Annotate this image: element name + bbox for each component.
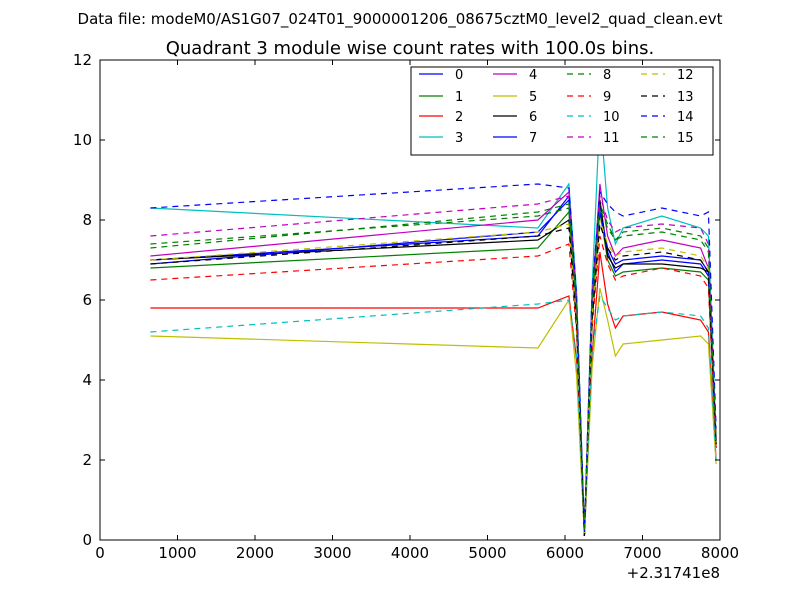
legend-label-3: 3 [455, 131, 463, 146]
tick-layer: 0 1000 2000 3000 4000 5000 6000 7000 80000246810… [73, 51, 739, 562]
legend-label-2: 2 [455, 110, 463, 125]
series-line-2 [150, 251, 717, 537]
y-tick-label: 6 [82, 291, 92, 309]
x-tick-label: 8000 [701, 544, 739, 562]
x-tick-label: 3000 [313, 544, 351, 562]
legend-label-13: 13 [677, 90, 694, 105]
y-tick-label: 8 [82, 211, 92, 229]
series-line-10 [150, 294, 717, 537]
x-tick-label: 0 [95, 544, 105, 562]
legend-label-1: 1 [455, 90, 463, 105]
x-tick-label: 7000 [623, 544, 661, 562]
legend-label-4: 4 [529, 68, 537, 83]
legend-label-6: 6 [529, 110, 537, 125]
x-offset-label: +2.31741e8 [627, 564, 720, 582]
suptitle: Data file: modeM0/AS1G07_024T01_90000012… [78, 10, 723, 29]
legend-label-9: 9 [603, 90, 611, 105]
legend-label-8: 8 [603, 68, 611, 83]
legend-label-0: 0 [455, 68, 463, 83]
legend-label-12: 12 [677, 68, 694, 83]
chart-title: Quadrant 3 module wise count rates with … [166, 38, 655, 59]
legend-label-14: 14 [677, 110, 694, 125]
y-tick-label: 0 [82, 531, 92, 549]
series-line-9 [150, 235, 717, 537]
y-tick-label: 12 [73, 51, 92, 69]
y-tick-label: 4 [82, 371, 92, 389]
x-tick-label: 4000 [391, 544, 429, 562]
legend-label-11: 11 [603, 131, 620, 146]
legend-label-7: 7 [529, 131, 537, 146]
legend-label-5: 5 [529, 90, 537, 105]
series-line-12 [150, 219, 717, 537]
series-line-8 [150, 203, 717, 533]
series-line-14 [150, 183, 717, 533]
series-layer [150, 111, 717, 537]
legend-label-15: 15 [677, 131, 694, 146]
series-line-11 [150, 195, 717, 533]
legend-frame [410, 66, 714, 156]
x-tick-label: 6000 [546, 544, 584, 562]
x-tick-label: 1000 [158, 544, 196, 562]
x-tick-label: 5000 [468, 544, 506, 562]
y-tick-label: 10 [73, 131, 92, 149]
y-tick-label: 2 [82, 451, 92, 469]
x-tick-label: 2000 [236, 544, 274, 562]
legend-label-10: 10 [603, 110, 620, 125]
